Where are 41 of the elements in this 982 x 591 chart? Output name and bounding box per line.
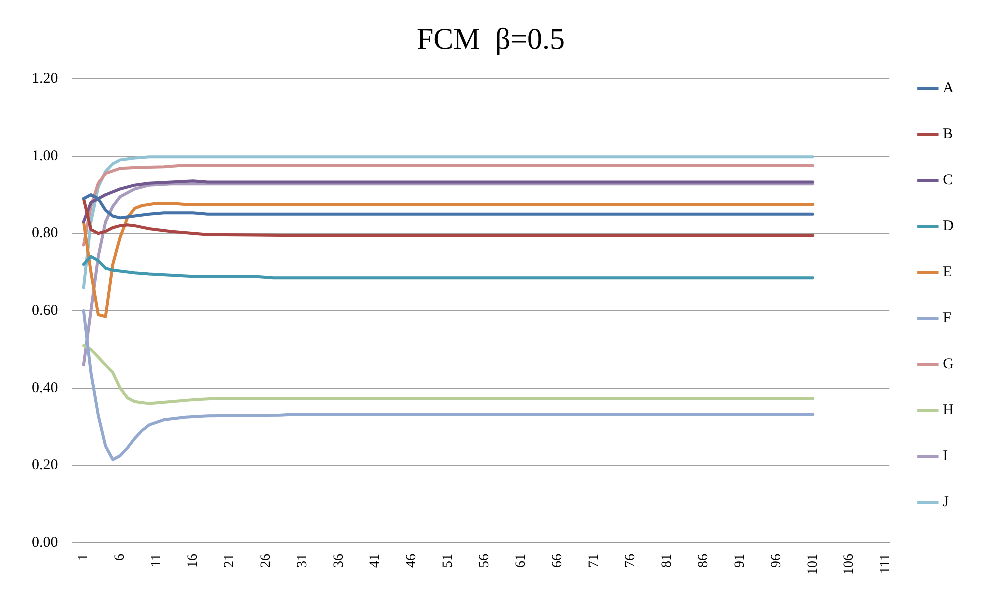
x-tick-label: 71 (587, 554, 602, 568)
x-tick-label: 21 (222, 554, 238, 568)
x-tick-label: 26 (258, 554, 274, 568)
legend-label: D (943, 218, 954, 234)
legend-label: G (943, 356, 954, 372)
x-tick-label: 86 (696, 554, 712, 568)
x-tick-label: 11 (149, 554, 164, 568)
legend-label: C (943, 172, 954, 188)
legend-label: F (943, 310, 952, 326)
x-tick-label: 36 (332, 554, 347, 568)
x-tick-label: 101 (806, 554, 821, 575)
x-tick-label: 56 (478, 554, 493, 568)
legend-label: B (943, 126, 954, 142)
x-tick-label: 106 (842, 554, 858, 575)
y-tick-label: 0.00 (32, 534, 58, 551)
x-tick-label: 41 (368, 554, 384, 568)
legend-label: J (943, 494, 950, 510)
x-tick-label: 6 (113, 554, 128, 561)
y-tick-label: 1.00 (32, 148, 58, 164)
x-tick-label: 16 (186, 554, 201, 568)
y-tick-label: 0.20 (32, 458, 58, 474)
x-tick-label: 111 (878, 554, 894, 574)
y-tick-label: 0.60 (32, 302, 58, 319)
x-tick-label: 81 (660, 554, 675, 568)
x-tick-label: 31 (295, 554, 310, 568)
x-tick-label: 96 (769, 554, 784, 568)
x-tick-label: 91 (732, 554, 748, 568)
y-tick-label: 0.40 (32, 380, 58, 396)
y-tick-label: 1.20 (32, 70, 58, 87)
x-tick-label: 46 (404, 554, 420, 568)
x-tick-label: 76 (623, 554, 638, 568)
y-tick-label: 0.80 (32, 226, 58, 242)
x-tick-label: 61 (514, 554, 530, 568)
x-tick-label: 51 (441, 554, 456, 568)
legend-label: A (943, 80, 954, 96)
legend-label: E (943, 264, 952, 280)
x-tick-label: 66 (550, 554, 566, 568)
legend-label: I (943, 448, 948, 464)
chart-title: FCM β=0.5 (416, 22, 566, 56)
x-tick-label: 1 (76, 554, 92, 561)
legend-label: H (943, 402, 954, 418)
